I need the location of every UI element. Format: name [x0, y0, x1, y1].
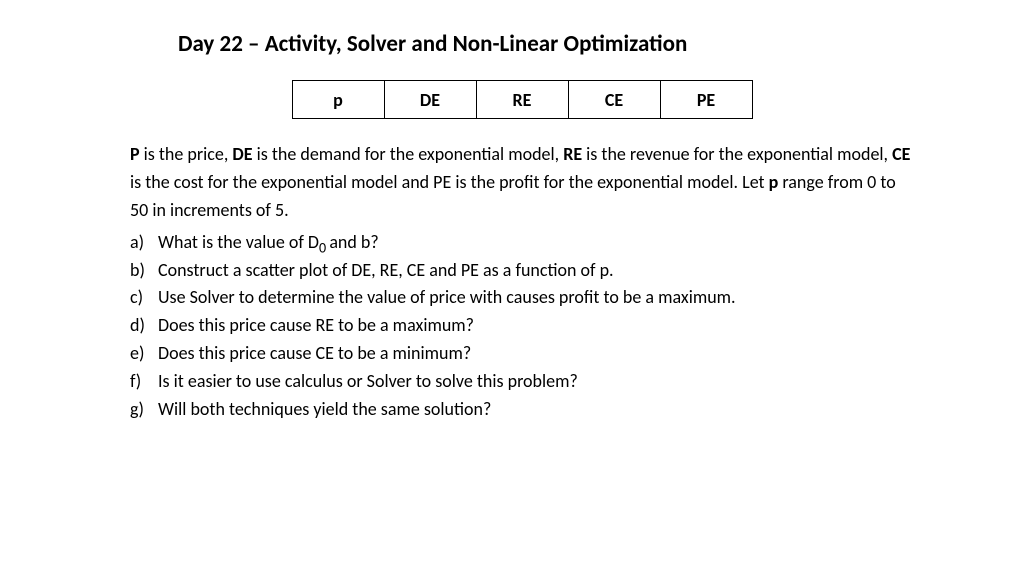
list-item: g) Will both techniques yield the same s…: [130, 396, 914, 424]
term-de: DE: [232, 143, 252, 165]
list-marker: f): [130, 368, 158, 396]
question-text: Construct a scatter plot of DE, RE, CE a…: [158, 257, 614, 285]
list-marker: g): [130, 396, 158, 424]
list-marker: c): [130, 284, 158, 312]
list-marker: b): [130, 257, 158, 285]
term-p-range: p: [769, 171, 779, 193]
question-text: Does this price cause RE to be a maximum…: [158, 312, 474, 340]
table-cell: p: [292, 81, 384, 119]
question-text: What is the value of D0 and b?: [158, 229, 379, 257]
list-item: e) Does this price cause CE to be a mini…: [130, 340, 914, 368]
list-marker: a): [130, 229, 158, 257]
list-marker: d): [130, 312, 158, 340]
question-text: Use Solver to determine the value of pri…: [158, 284, 736, 312]
page-title: Day 22 – Activity, Solver and Non-Linear…: [130, 30, 914, 58]
term-p: P: [130, 143, 140, 165]
list-item: a) What is the value of D0 and b?: [130, 229, 914, 257]
table-cell: CE: [568, 81, 660, 119]
question-text: Will both techniques yield the same solu…: [158, 396, 491, 424]
list-marker: e): [130, 340, 158, 368]
term-ce: CE: [892, 143, 910, 165]
list-item: b) Construct a scatter plot of DE, RE, C…: [130, 257, 914, 285]
description-paragraph: P is the price, DE is the demand for the…: [130, 141, 914, 225]
table-cell: DE: [384, 81, 476, 119]
question-list: a) What is the value of D0 and b? b) Con…: [130, 229, 914, 424]
table-cell: PE: [660, 81, 752, 119]
term-re: RE: [563, 143, 582, 165]
list-item: d) Does this price cause RE to be a maxi…: [130, 312, 914, 340]
header-table: p DE RE CE PE: [292, 80, 753, 119]
question-text: Does this price cause CE to be a minimum…: [158, 340, 471, 368]
list-item: c) Use Solver to determine the value of …: [130, 284, 914, 312]
table-cell: RE: [476, 81, 568, 119]
question-text: Is it easier to use calculus or Solver t…: [158, 368, 578, 396]
list-item: f) Is it easier to use calculus or Solve…: [130, 368, 914, 396]
